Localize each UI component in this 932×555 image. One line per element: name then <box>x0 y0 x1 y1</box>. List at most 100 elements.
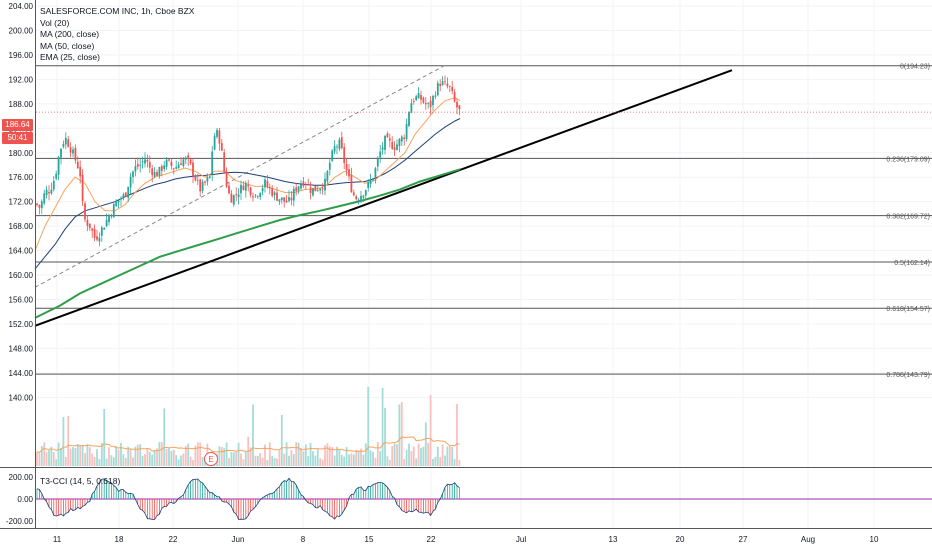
candle-body <box>348 169 350 177</box>
candle-body <box>220 142 223 151</box>
volume-bar <box>324 445 326 466</box>
volume-bar <box>403 458 406 466</box>
volume-bar <box>357 450 360 466</box>
volume-bar <box>333 455 336 466</box>
volume-bar <box>38 452 41 466</box>
volume-bar <box>417 443 420 466</box>
volume-bar <box>256 455 259 466</box>
candle-body <box>76 161 79 169</box>
candle-body <box>405 124 408 140</box>
candle-body <box>364 190 367 196</box>
volume-bar <box>261 457 264 466</box>
candle-body <box>398 138 401 147</box>
candle-body <box>345 164 348 171</box>
volume-bar <box>40 446 43 466</box>
volume-bar <box>422 446 425 466</box>
volume-bar <box>146 449 149 466</box>
earnings-event-marker[interactable] <box>204 452 218 466</box>
candle-body <box>400 136 403 142</box>
time-tick-label: 13 <box>609 535 618 544</box>
candle-body <box>393 147 396 151</box>
candle-body <box>434 95 437 97</box>
ma200-label[interactable]: MA (200, close) <box>40 29 100 39</box>
volume-bar <box>192 459 194 466</box>
candle-body <box>88 223 91 229</box>
candle-body <box>218 130 221 144</box>
volume-bar <box>105 458 108 466</box>
candle-body <box>194 176 197 181</box>
volume-bar <box>175 455 178 466</box>
volume-bar <box>139 444 142 466</box>
volume-bar <box>415 458 418 466</box>
volume-bar <box>427 442 430 466</box>
candle-body <box>93 228 96 238</box>
volume-bar <box>165 448 168 466</box>
volume-ma-line <box>36 436 460 453</box>
time-axis: 11 18 22 Jun 8 15 22 Jul 13 20 27 Aug 10 <box>53 535 879 544</box>
candle-body <box>316 190 319 192</box>
candle-body <box>436 82 439 96</box>
volume-bar <box>441 444 444 466</box>
candle-body <box>448 86 451 87</box>
candle-body <box>213 136 216 150</box>
indicator-legend[interactable]: T3-CCI (14, 5, 0.618) <box>40 476 121 486</box>
volume-bar <box>237 442 240 466</box>
volume-label[interactable]: Vol (20) <box>40 17 70 28</box>
volume-bar <box>355 449 358 466</box>
volume-bar <box>393 443 396 466</box>
volume-bar <box>69 448 72 466</box>
candle-body <box>98 237 101 242</box>
candle-body <box>314 185 317 192</box>
volume-bar <box>79 445 82 466</box>
ma50-label[interactable]: MA (50, close) <box>40 40 95 51</box>
candle-body <box>168 159 170 161</box>
symbol-title[interactable]: SALESFORCE.COM INC, 1h, Cboe BZX <box>40 6 195 16</box>
price-tick-label: 160.00 <box>9 271 34 280</box>
candle-body <box>244 183 247 191</box>
candle-body <box>72 149 74 154</box>
volume-bar <box>350 453 353 466</box>
candle-body <box>50 189 53 194</box>
volume-bar <box>182 453 185 466</box>
volume-bar <box>254 455 257 466</box>
candle-body <box>324 178 326 191</box>
ma200-line <box>34 168 461 319</box>
volume-bar <box>328 446 331 466</box>
candle-body <box>79 166 82 177</box>
ema25-line <box>34 97 461 251</box>
candle-body <box>165 159 168 167</box>
indicator-lines <box>34 64 733 327</box>
time-tick-label: 18 <box>115 535 124 544</box>
volume-bar <box>230 452 233 466</box>
candle-body <box>249 187 252 195</box>
volume-bar <box>228 458 230 466</box>
volume-bar <box>120 442 122 466</box>
candle-body <box>451 86 454 92</box>
volume-bar <box>271 456 274 466</box>
candle-body <box>338 139 341 149</box>
candle-body <box>357 199 360 201</box>
volume-bar <box>43 442 46 466</box>
ema25-label[interactable]: EMA (25, close) <box>40 52 100 62</box>
fib-level-label: 0.786(143.79) <box>886 372 930 379</box>
candle-body <box>278 199 281 202</box>
candle-body <box>127 186 130 198</box>
volume-bar <box>158 442 161 466</box>
candle-body <box>429 100 432 108</box>
volume-bar <box>52 452 55 466</box>
volume-bar <box>112 457 115 466</box>
candle-body <box>304 183 307 185</box>
volume-bar <box>381 387 384 466</box>
price-tick-label: 164.00 <box>9 247 34 256</box>
volume-bar <box>456 403 458 466</box>
candle-body <box>374 168 377 178</box>
volume-bar <box>122 454 125 466</box>
volume-bar <box>348 454 350 466</box>
candle-body <box>36 203 38 205</box>
candle-body <box>300 183 302 189</box>
candle-body <box>350 174 353 193</box>
volume-bar <box>235 451 238 466</box>
volume-bar <box>141 455 144 466</box>
candle-body <box>235 194 238 196</box>
